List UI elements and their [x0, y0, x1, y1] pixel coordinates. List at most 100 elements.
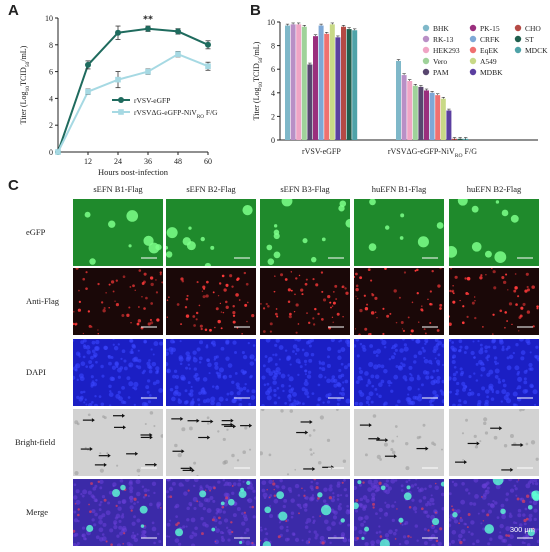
- stained-dot: [401, 328, 404, 330]
- stained-dot: [290, 289, 293, 292]
- nucleus: [279, 525, 284, 530]
- nucleus: [449, 492, 452, 496]
- nucleus: [99, 479, 104, 485]
- nucleus: [166, 348, 169, 351]
- nucleus: [109, 390, 112, 393]
- nucleus: [343, 488, 347, 492]
- nucleus: [280, 384, 285, 388]
- nucleus: [347, 363, 350, 367]
- y-axis-label-part: 10: [25, 86, 31, 92]
- nucleus: [497, 380, 502, 384]
- group-label: rVSV-eGFP: [302, 147, 341, 156]
- arrow-head: [123, 425, 127, 430]
- debris: [479, 440, 482, 443]
- nucleus: [292, 344, 298, 349]
- nucleus: [217, 480, 221, 484]
- stained-dot: [378, 481, 382, 485]
- nucleus: [245, 540, 251, 546]
- nucleus: [166, 522, 171, 527]
- nucleus: [361, 378, 364, 381]
- column-label: sEFN B3-Flag: [280, 184, 330, 194]
- nucleus: [278, 371, 282, 375]
- stained-dot: [219, 302, 222, 305]
- nucleus: [371, 496, 376, 500]
- nucleus: [520, 356, 525, 361]
- nucleus: [441, 507, 444, 511]
- stained-dot: [439, 307, 442, 310]
- nucleus: [374, 374, 380, 380]
- y-axis-label-part: /mL): [252, 41, 261, 57]
- nucleus: [455, 389, 460, 393]
- stained-dot: [374, 296, 378, 300]
- nucleus: [118, 396, 123, 402]
- nucleus: [487, 502, 491, 506]
- nucleus: [292, 350, 295, 353]
- nucleus: [196, 347, 201, 352]
- stained-dot: [454, 275, 458, 279]
- debris: [103, 416, 107, 420]
- nucleus: [371, 384, 375, 388]
- stained-dot: [355, 499, 359, 502]
- nucleus: [449, 523, 452, 528]
- stained-dot: [355, 295, 357, 297]
- nucleus: [428, 400, 433, 404]
- series-line-0: [57, 27, 209, 153]
- nucleus: [479, 343, 483, 347]
- nucleus: [182, 525, 186, 529]
- nucleus: [480, 374, 483, 377]
- nucleus: [437, 353, 441, 357]
- debris: [136, 468, 141, 473]
- nucleus: [404, 539, 410, 545]
- fluorescent-cell: [320, 504, 332, 516]
- nucleus: [429, 403, 433, 406]
- nucleus: [189, 392, 194, 397]
- y-tick-label: 2: [49, 121, 53, 130]
- stained-dot: [420, 308, 424, 311]
- nucleus: [221, 538, 225, 542]
- nucleus: [306, 395, 310, 399]
- debris: [222, 437, 226, 442]
- stained-dot: [143, 307, 146, 310]
- fluorescent-cell: [273, 232, 280, 240]
- nucleus: [108, 490, 113, 495]
- nucleus: [116, 534, 120, 538]
- nucleus: [193, 532, 198, 537]
- nucleus: [288, 388, 294, 394]
- nucleus: [505, 498, 509, 502]
- debris: [484, 431, 489, 435]
- nucleus: [265, 339, 271, 343]
- nucleus: [94, 395, 97, 398]
- nucleus: [505, 492, 510, 496]
- stained-dot: [516, 497, 520, 501]
- nucleus: [169, 387, 174, 392]
- bar-crfk: [429, 92, 435, 140]
- nucleus: [98, 537, 104, 542]
- nucleus: [178, 355, 183, 360]
- nucleus: [112, 484, 115, 488]
- debris: [106, 452, 109, 455]
- stained-dot: [85, 271, 88, 274]
- stained-dot: [429, 302, 432, 306]
- stained-dot: [150, 302, 154, 305]
- nucleus: [95, 339, 100, 345]
- fluorescent-cell: [139, 505, 148, 514]
- nucleus: [499, 340, 504, 345]
- nucleus: [208, 372, 211, 375]
- stained-dot: [523, 518, 527, 523]
- micrograph-texture: [359, 414, 443, 471]
- nucleus: [232, 340, 237, 345]
- nucleus: [333, 383, 338, 388]
- nucleus: [400, 489, 404, 492]
- debris: [461, 432, 465, 435]
- nucleus: [252, 344, 256, 347]
- bar-eqek: [435, 95, 441, 140]
- stained-dot: [200, 327, 203, 331]
- nucleus: [472, 542, 475, 546]
- nucleus: [472, 340, 475, 343]
- stained-dot: [297, 323, 300, 325]
- nucleus: [94, 346, 100, 351]
- nucleus: [355, 380, 360, 384]
- stained-dot: [74, 502, 77, 505]
- stained-dot: [525, 272, 529, 276]
- stained-dot: [232, 311, 236, 315]
